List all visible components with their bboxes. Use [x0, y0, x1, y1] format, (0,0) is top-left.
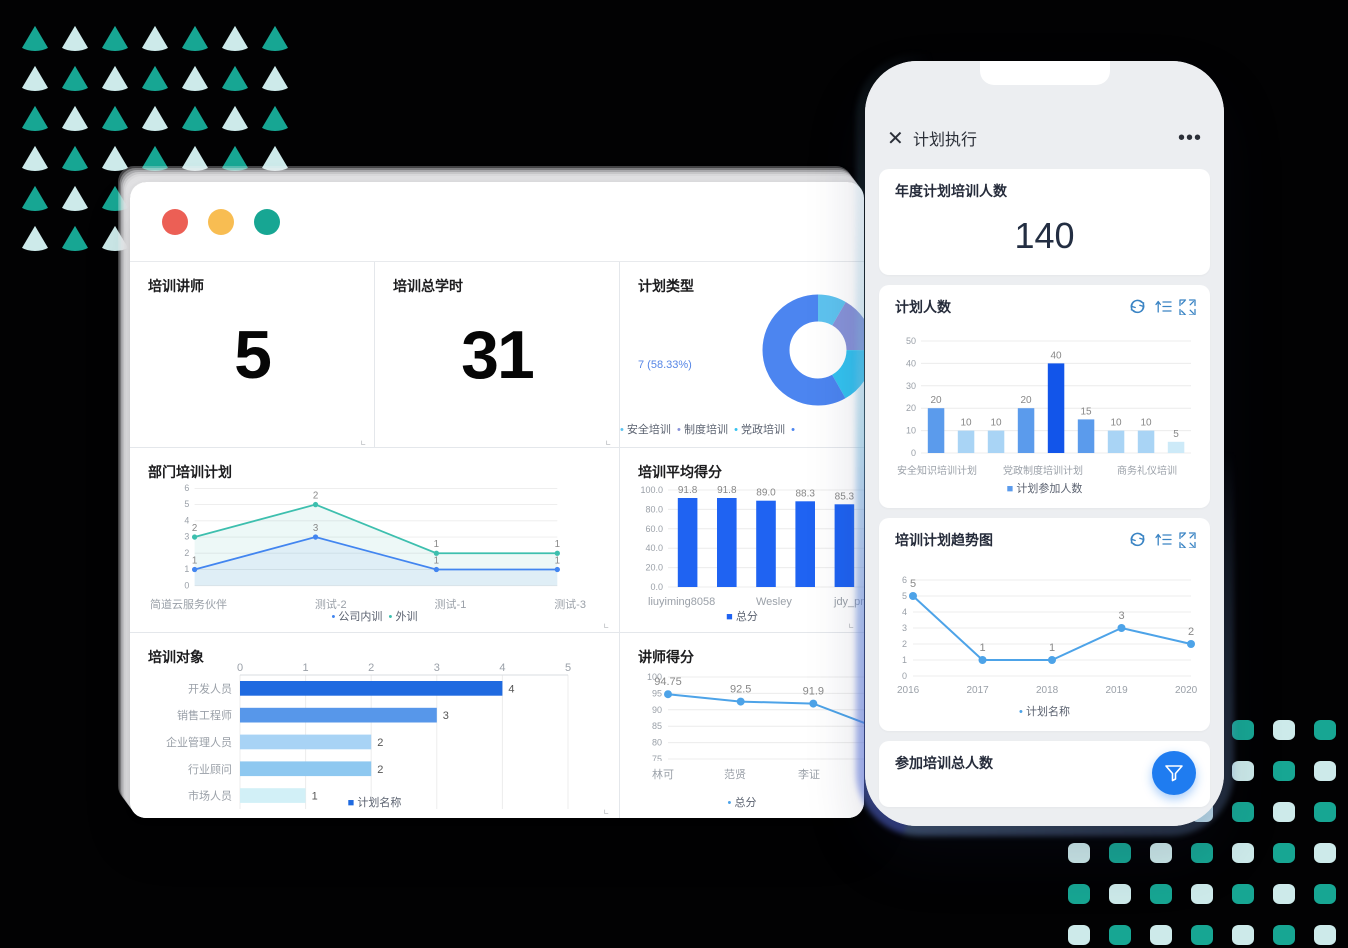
svg-text:1: 1: [434, 555, 439, 566]
svg-text:10: 10: [960, 418, 972, 429]
svg-text:10: 10: [990, 418, 1002, 429]
svg-text:15: 15: [1080, 406, 1092, 417]
svg-text:0.0: 0.0: [650, 582, 663, 591]
svg-text:2: 2: [902, 639, 907, 649]
svg-text:100.0: 100.0: [640, 485, 663, 495]
svg-text:2: 2: [184, 548, 189, 558]
svg-text:85: 85: [652, 722, 662, 732]
svg-text:0: 0: [902, 671, 907, 680]
svg-text:92.5: 92.5: [730, 684, 751, 696]
svg-text:20: 20: [906, 403, 916, 413]
svg-text:91.8: 91.8: [717, 485, 737, 496]
svg-text:5: 5: [565, 662, 571, 674]
svg-text:75: 75: [652, 754, 662, 761]
svg-text:2: 2: [377, 764, 383, 776]
svg-text:2: 2: [377, 737, 383, 749]
svg-text:1: 1: [434, 539, 439, 550]
svg-text:3: 3: [434, 662, 440, 674]
svg-text:1: 1: [184, 564, 189, 574]
svg-text:2: 2: [368, 662, 374, 674]
svg-text:5: 5: [902, 591, 907, 601]
svg-text:5: 5: [910, 578, 916, 590]
svg-text:开发人员: 开发人员: [188, 682, 232, 696]
svg-text:95: 95: [652, 689, 662, 699]
svg-text:80: 80: [652, 738, 662, 748]
svg-text:2: 2: [313, 490, 318, 501]
svg-text:5: 5: [1173, 429, 1179, 440]
svg-text:90: 90: [652, 705, 662, 715]
svg-text:10: 10: [1110, 418, 1122, 429]
svg-text:80.0: 80.0: [645, 504, 663, 514]
svg-text:1: 1: [902, 655, 907, 665]
svg-text:6: 6: [184, 483, 189, 493]
svg-text:3: 3: [184, 531, 189, 541]
svg-text:行业顾问: 行业顾问: [188, 763, 232, 776]
svg-text:5: 5: [184, 499, 189, 509]
svg-text:91.9: 91.9: [803, 686, 824, 698]
svg-text:0: 0: [237, 662, 243, 674]
svg-text:60.0: 60.0: [645, 523, 663, 533]
svg-text:89.0: 89.0: [756, 487, 776, 498]
svg-text:3: 3: [902, 623, 907, 633]
svg-text:6: 6: [902, 575, 907, 585]
svg-text:40: 40: [906, 358, 916, 368]
svg-text:4: 4: [184, 515, 189, 525]
svg-text:20.0: 20.0: [645, 562, 663, 572]
svg-text:3: 3: [1118, 610, 1124, 622]
svg-text:1: 1: [192, 555, 197, 566]
svg-text:20: 20: [1020, 395, 1032, 406]
svg-text:4: 4: [508, 684, 514, 696]
svg-text:4: 4: [902, 607, 907, 617]
svg-text:1: 1: [555, 539, 560, 550]
svg-text:0: 0: [184, 580, 189, 590]
svg-text:50: 50: [906, 336, 916, 346]
svg-text:销售工程师: 销售工程师: [177, 709, 232, 723]
svg-text:1: 1: [555, 555, 560, 566]
svg-text:企业管理人员: 企业管理人员: [166, 735, 232, 749]
svg-text:2: 2: [1188, 626, 1194, 638]
svg-text:10: 10: [906, 426, 916, 436]
svg-text:30: 30: [906, 381, 916, 391]
svg-text:91.8: 91.8: [678, 485, 698, 496]
svg-text:3: 3: [443, 711, 449, 723]
svg-text:85.3: 85.3: [835, 491, 855, 502]
svg-text:4: 4: [499, 662, 505, 674]
svg-text:10: 10: [1140, 418, 1152, 429]
svg-text:40.0: 40.0: [645, 543, 663, 553]
svg-text:94.75: 94.75: [654, 677, 682, 689]
svg-text:2: 2: [192, 523, 197, 534]
svg-text:88.3: 88.3: [795, 488, 815, 499]
svg-text:0: 0: [911, 448, 916, 457]
svg-text:1: 1: [303, 662, 309, 674]
svg-text:1: 1: [1049, 642, 1055, 654]
svg-text:40: 40: [1050, 350, 1062, 361]
svg-text:20: 20: [930, 395, 942, 406]
svg-text:1: 1: [979, 642, 985, 654]
svg-text:3: 3: [313, 523, 318, 534]
